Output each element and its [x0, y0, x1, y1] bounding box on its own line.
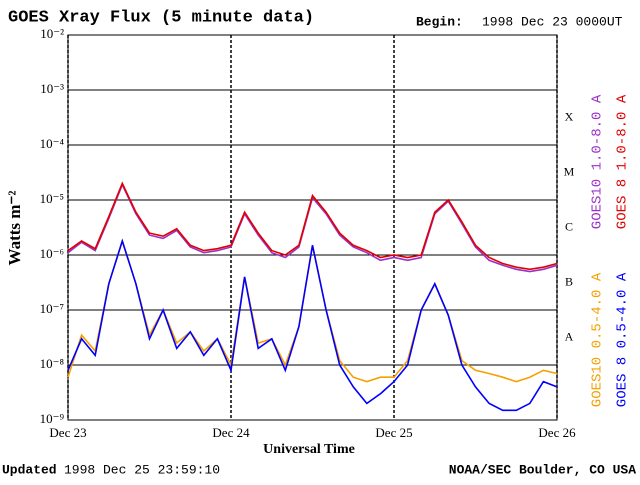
y-tick-label: 10⁻⁷ [40, 301, 64, 316]
y-tick-label: 10⁻⁶ [40, 246, 64, 261]
legend-entry: GOES10 1.0-8.0 A [590, 94, 606, 229]
flare-class-label: A [565, 329, 574, 343]
plot-frame [67, 34, 558, 421]
x-tick-label: Dec 23 [49, 425, 86, 440]
y-tick-label: 10⁻⁸ [40, 356, 65, 371]
series-line [67, 238, 558, 412]
chart-title: GOES Xray Flux (5 minute data) [8, 8, 314, 27]
y-tick-label: 10⁻³ [40, 81, 64, 96]
flare-class-label: M [564, 164, 575, 178]
credit: NOAA/SEC Boulder, CO USA [449, 462, 636, 477]
y-tick-label: 10⁻² [40, 26, 64, 41]
begin-label: Begin: [416, 14, 463, 29]
series-line [67, 238, 558, 383]
x-tick-label: Dec 25 [375, 425, 412, 440]
x-tick-label: Dec 26 [538, 425, 576, 440]
flare-class-label: B [565, 274, 573, 288]
y-axis-title: Watts m⁻² [5, 191, 24, 266]
y-tick-label: 10⁻⁴ [40, 136, 65, 151]
series-line [67, 181, 558, 271]
legend-entry: GOES 8 0.5-4.0 A [615, 272, 631, 407]
y-tick-label: 10⁻⁹ [40, 411, 65, 426]
legend-entry: GOES 8 1.0-8.0 A [615, 94, 631, 229]
x-axis-title: Universal Time [263, 442, 355, 457]
updated-label: Updated [2, 462, 57, 477]
x-tick-label: Dec 24 [212, 425, 250, 440]
flare-class-label: X [565, 109, 574, 123]
legend-entry: GOES10 0.5-4.0 A [590, 272, 606, 407]
updated-value: 1998 Dec 25 23:59:10 [64, 462, 220, 477]
begin-value: 1998 Dec 23 0000UT [482, 14, 623, 29]
flare-class-label: C [565, 219, 573, 233]
y-tick-label: 10⁻⁵ [40, 191, 64, 206]
